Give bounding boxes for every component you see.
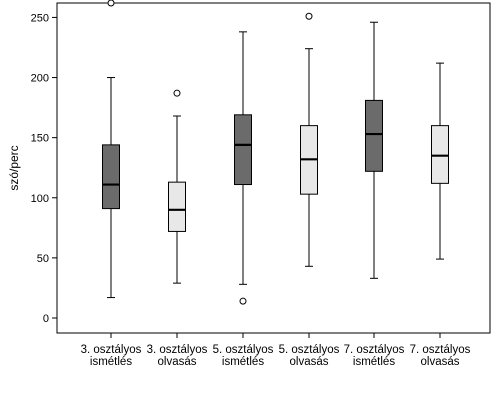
iqr-box [234,114,252,186]
y-tick-label: 250 [31,12,49,24]
x-tick-label-line: olvasás [158,356,197,368]
x-tick-label-line: ismétlés [90,356,132,368]
y-tick-label: 100 [31,193,49,205]
y-axis: 0 50 100 150 200 250 [31,12,57,325]
box-group [168,89,186,284]
box-group [234,31,252,305]
x-tick-label-line: ismétlés [353,356,395,368]
y-axis-label: szó/perc [7,145,21,190]
x-tick-label: 7. osztályos ismétlés [344,344,405,368]
x-tick-label: 5. osztályos olvasás [279,344,340,368]
outlier-point [305,12,313,20]
x-tick-label-line: 7. osztályos [344,344,405,356]
x-tick-label-line: olvasás [421,356,460,368]
box-group [431,62,449,260]
x-tick-label-line: 5. osztályos [213,344,274,356]
x-tick-label: 3. osztályos olvasás [147,344,208,368]
y-tick-label: 150 [31,133,49,145]
box-group [300,12,318,267]
iqr-box [365,99,383,172]
x-tick-label: 3. osztályos ismétlés [81,344,142,368]
x-tick-label-line: ismétlés [222,356,264,368]
iqr-box [168,181,186,232]
iqr-box [102,144,120,210]
outlier-point [239,297,247,305]
box-series [102,0,449,305]
y-tick-label: 200 [31,73,49,85]
y-tick-label: 0 [43,313,49,325]
outlier-point [173,89,181,97]
x-tick-label-line: 3. osztályos [147,344,208,356]
plot-area [56,2,491,334]
x-tick-label-line: 7. osztályos [410,344,471,356]
x-tick-label: 7. osztályos olvasás [410,344,471,368]
x-tick-label-line: 3. osztályos [81,344,142,356]
box-group [102,0,120,299]
box-group [365,21,383,279]
outlier-point [107,0,115,7]
x-tick-label-line: 5. osztályos [279,344,340,356]
x-tick-label: 5. osztályos ismétlés [213,344,274,368]
iqr-box [431,125,449,184]
x-tick-label-line: olvasás [290,356,329,368]
y-tick-label: 50 [37,253,49,265]
